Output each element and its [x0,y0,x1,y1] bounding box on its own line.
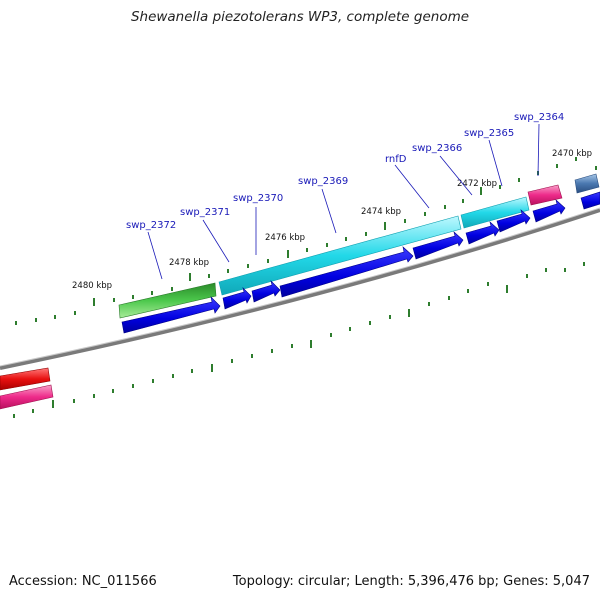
scale-label-2478: 2478 kbp [169,258,209,268]
topology-text: Topology: circular; Length: 5,396,476 bp… [232,574,590,589]
scale-label-2476: 2476 kbp [265,233,305,243]
cds-arrow-swp-2372[interactable] [121,296,221,334]
genome-backbone [0,208,600,370]
cds-arrow-swp-2369[interactable] [279,246,414,298]
gene-label-swp-2366[interactable]: swp_2366 [412,143,462,154]
cds-arrow-swp-2370[interactable] [251,280,281,303]
accession-text: Accession: NC_011566 [9,574,157,589]
feature-pink[interactable] [527,184,563,206]
feature-cyan-2[interactable] [460,196,530,229]
inner-tick-ring [13,262,585,418]
cds-arrow-rnfd[interactable] [412,231,464,260]
feature-pink-lower[interactable] [0,384,54,410]
feature-cyan-1[interactable] [218,215,462,296]
gene-label-rnfd[interactable]: rnfD [385,154,407,165]
gene-label-swp-2365[interactable]: swp_2365 [464,128,514,139]
gene-label-swp-2372[interactable]: swp_2372 [126,220,176,231]
cds-lane [121,191,600,334]
cds-arrow-swp-2364[interactable] [532,199,566,223]
gene-label-swp-2370[interactable]: swp_2370 [233,193,283,204]
outer-tick-ring [15,157,597,325]
gene-label-swp-2369[interactable]: swp_2369 [298,176,348,187]
scale-label-2474: 2474 kbp [361,207,401,217]
label-leaders [147,123,540,280]
cds-arrow-swp-2371[interactable] [222,287,252,310]
scale-label-2472: 2472 kbp [457,179,497,189]
map-title: Shewanella piezotolerans WP3, complete g… [130,9,470,25]
gene-label-swp-2371[interactable]: swp_2371 [180,207,230,218]
feature-red[interactable] [0,367,51,391]
feature-green[interactable] [118,282,217,319]
cds-arrow-swp-2365[interactable] [496,209,531,233]
cds-arrow-right-edge[interactable] [580,191,600,210]
genome-backbone-highlight [0,207,600,367]
scale-label-2470: 2470 kbp [552,149,592,159]
cds-arrow-swp-2366[interactable] [465,221,500,245]
gene-label-swp-2364[interactable]: swp_2364 [514,112,564,123]
scale-label-2480: 2480 kbp [72,281,112,291]
feature-steel[interactable] [574,173,600,194]
